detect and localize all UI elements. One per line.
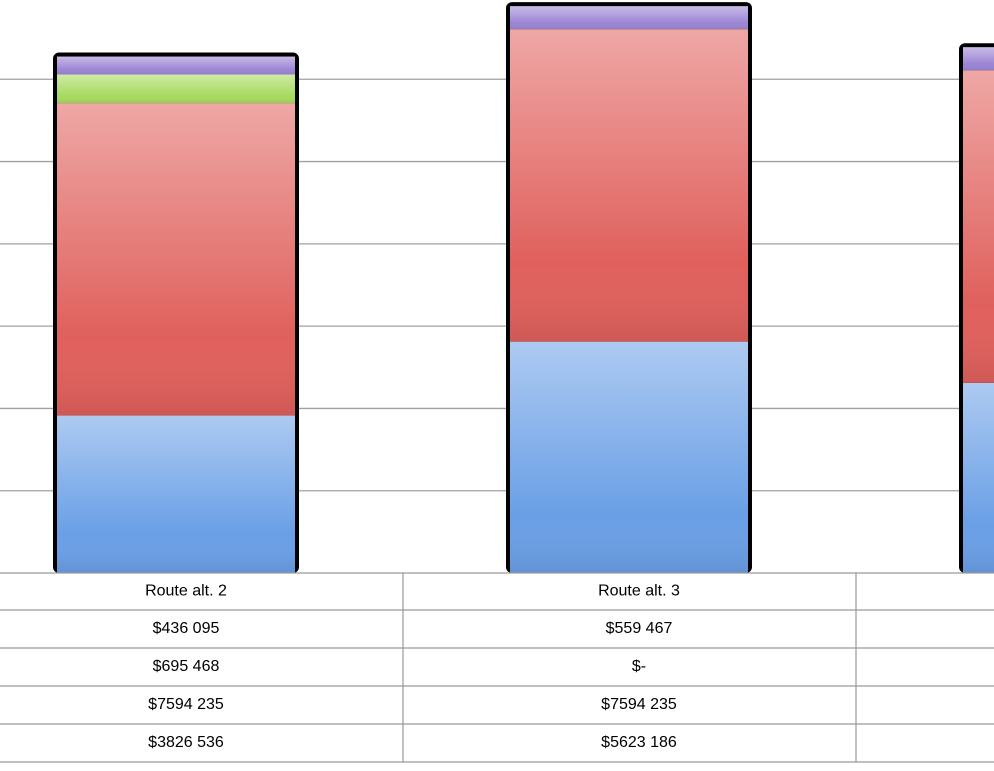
- table-value: $436 095: [153, 620, 220, 637]
- table-value: $3826 536: [148, 734, 224, 751]
- table-header: Route alt. 2: [145, 583, 227, 600]
- table-value: $7594 235: [601, 696, 677, 713]
- bar-shine: [510, 29, 748, 342]
- table-value: $559 467: [606, 620, 673, 637]
- table-value: $7594 235: [148, 696, 224, 713]
- bar-shine: [510, 341, 748, 573]
- bar-shine: [57, 103, 295, 416]
- bar-shine: [963, 382, 994, 573]
- table-value: $695 468: [153, 658, 220, 675]
- bar-shine: [57, 415, 295, 573]
- bar-shine: [963, 70, 994, 383]
- bar-shine: [57, 56, 295, 75]
- bar-shine: [510, 6, 748, 30]
- bar-shine: [57, 74, 295, 104]
- bar-shine: [963, 47, 994, 71]
- table-value: $-: [632, 658, 646, 675]
- table-value: $5623 186: [601, 734, 677, 751]
- table-header: Route alt. 3: [598, 583, 680, 600]
